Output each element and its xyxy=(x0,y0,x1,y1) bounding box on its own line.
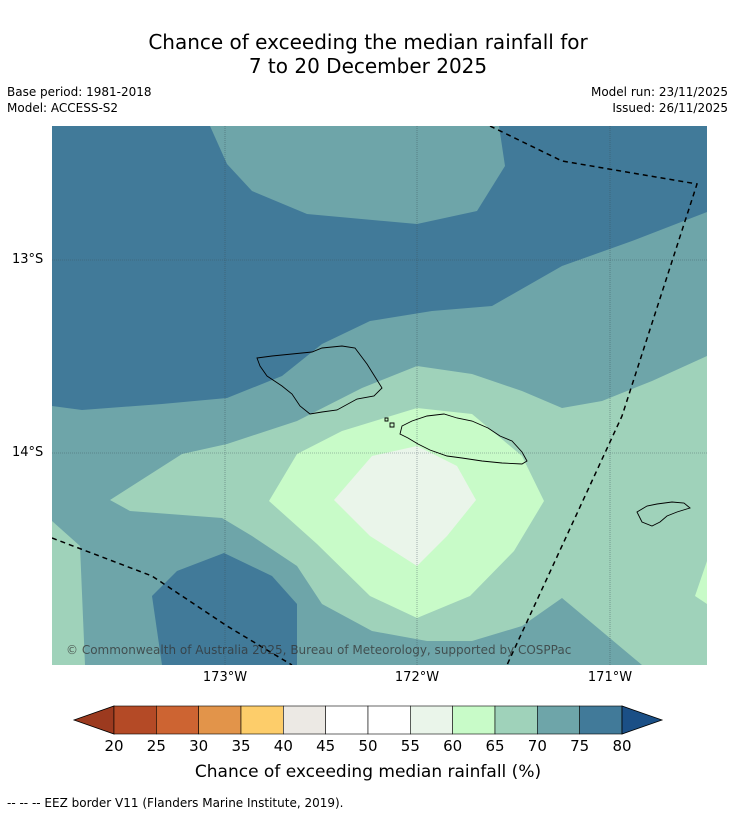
colorbar-extend-high xyxy=(621,705,664,735)
band-70-75-top xyxy=(210,126,505,224)
colorbar-label: Chance of exceeding median rainfall (%) xyxy=(194,762,542,782)
colorbar-tick-label: 40 xyxy=(273,737,293,755)
tutuila-island xyxy=(636,501,691,527)
band-55-60 xyxy=(334,446,476,566)
colorbar-segment xyxy=(325,705,369,735)
upolu-island xyxy=(399,413,528,465)
colorbar-segment xyxy=(156,705,199,735)
colorbar-tick-label: 25 xyxy=(146,737,166,755)
colorbar-tick-label: 75 xyxy=(570,737,590,755)
colorbar-extend-low xyxy=(72,705,115,735)
colorbar-tick-label: 30 xyxy=(189,737,209,755)
title-line-2: 7 to 20 December 2025 xyxy=(248,54,488,78)
colorbar-tick-label: 45 xyxy=(316,737,336,755)
colorbar-segment xyxy=(537,705,580,735)
map-area[interactable]: © Commonwealth of Australia 2025, Bureau… xyxy=(52,126,707,665)
title-line-1: Chance of exceeding the median rainfall … xyxy=(148,30,588,54)
issued-date: Issued: 26/11/2025 xyxy=(612,101,728,115)
colorbar-segment xyxy=(579,705,623,735)
lon-label-172w: 172°W xyxy=(394,670,440,685)
colorbar-segment xyxy=(367,705,411,735)
eez-footer-note: -- -- -- EEZ border V11 (Flanders Marine… xyxy=(7,796,344,810)
colorbar-segment xyxy=(452,705,496,735)
colorbar-tick-label: 80 xyxy=(612,737,632,755)
colorbar-tick-label: 35 xyxy=(231,737,251,755)
colorbar-tick-label: 70 xyxy=(527,737,547,755)
chart-title: Chance of exceeding the median rainfall … xyxy=(0,30,736,78)
colorbar-tick-label: 65 xyxy=(485,737,505,755)
colorbar-segment xyxy=(113,705,157,735)
manono-islet xyxy=(384,417,389,422)
meta-right: Model run: 23/11/2025 Issued: 26/11/2025 xyxy=(591,84,728,116)
lon-label-173w: 173°W xyxy=(202,670,248,685)
model-run: Model run: 23/11/2025 xyxy=(590,85,728,99)
apolima-islet xyxy=(389,422,395,428)
band-65-70-left xyxy=(52,521,85,665)
colorbar-tick-label: 20 xyxy=(104,737,124,755)
colorbar-segment xyxy=(494,705,538,735)
savaii-island xyxy=(256,345,383,415)
lat-label-13s: 13°S xyxy=(12,252,44,267)
colorbar-tick-label: 50 xyxy=(358,737,378,755)
colorbar-tick-label: 60 xyxy=(443,737,463,755)
base-period: Base period: 1981-2018 xyxy=(7,85,152,99)
islands xyxy=(256,345,691,527)
lon-label-171w: 171°W xyxy=(587,670,633,685)
copyright-notice: © Commonwealth of Australia 2025, Bureau… xyxy=(66,643,571,657)
band-75-80-lower xyxy=(152,553,297,665)
colorbar-segment xyxy=(198,705,242,735)
model-name: Model: ACCESS-S2 xyxy=(7,101,119,115)
colorbar-segment xyxy=(410,705,453,735)
colorbar-tick-label: 55 xyxy=(400,737,420,755)
map-svg: © Commonwealth of Australia 2025, Bureau… xyxy=(52,126,707,665)
eez-borders xyxy=(52,126,698,665)
colorbar-segment xyxy=(240,705,284,735)
lat-label-14s: 14°S xyxy=(12,445,44,460)
band-60-65-right xyxy=(695,561,707,604)
colorbar-segment xyxy=(283,705,326,735)
meta-left: Base period: 1981-2018 Model: ACCESS-S2 xyxy=(7,84,152,116)
colorbar xyxy=(72,705,664,735)
